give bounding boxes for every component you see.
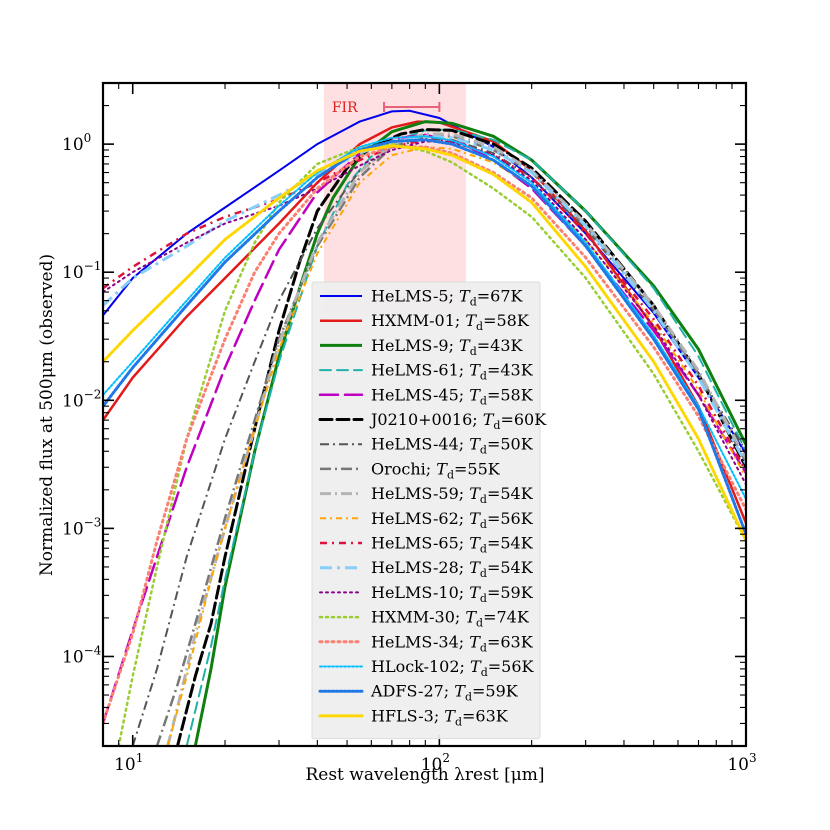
y-tick-label: 10−3 (62, 515, 101, 539)
fir-marker-layer: FIR (332, 100, 441, 116)
series-line-helms-65 (103, 138, 746, 472)
x-axis-title: Rest wavelength λrest [μm] (305, 765, 544, 785)
series-line-helms-59 (166, 132, 746, 746)
x-tick-label: 103 (727, 751, 756, 775)
legend-label: HXMM-01; Td=58K (371, 311, 530, 333)
y-tick-label: 10−4 (62, 643, 102, 667)
legend-label: HeLMS-44; Td=50K (371, 435, 534, 457)
legend-box (311, 281, 541, 740)
axes-layer: 101 102 103 100 10−1 10−2 10−3 10−4 Rest wavelen… (37, 81, 757, 785)
fir-label: FIR (332, 100, 358, 116)
series-line-adfs-27 (103, 138, 746, 536)
legend-label: HeLMS-62; Td=56K (371, 509, 534, 531)
legend-label: HeLMS-34; Td=63K (371, 632, 534, 654)
legend-label: HeLMS-65; Td=54K (371, 534, 534, 556)
legend-label: HeLMS-61; Td=43K (371, 361, 534, 383)
legend-label: Orochi; Td=55K (371, 459, 501, 481)
series-line-helms-5 (103, 109, 746, 455)
series-line-helms-34 (103, 145, 746, 725)
y-tick-label: 10−2 (62, 387, 101, 411)
legend-label: HeLMS-5; Td=67K (371, 287, 524, 309)
series-line-hlock-102 (103, 135, 746, 500)
legend-label: J0210+0016; Td=60K (369, 410, 547, 432)
series-line-helms-44 (131, 137, 746, 746)
legend-label: HeLMS-28; Td=54K (371, 558, 534, 580)
x-tick-label: 101 (114, 751, 143, 775)
legend-label: HFLS-3; Td=63K (371, 706, 509, 728)
y-tick-label: 100 (62, 131, 91, 155)
legend-label: HeLMS-59; Td=54K (371, 484, 534, 506)
legend-label: HLock-102; Td=56K (371, 657, 535, 679)
series-line-helms-28 (103, 134, 746, 465)
x-tick-label: 102 (421, 751, 450, 775)
y-axis-title: Normalized flux at 500μm (observed) (37, 254, 57, 576)
plot-frame (101, 81, 748, 748)
legend-label: HeLMS-45; Td=58K (371, 385, 534, 407)
series-line-hfls-3 (103, 144, 746, 543)
legend-label: HeLMS-10; Td=59K (371, 583, 534, 605)
series-layer (103, 109, 746, 746)
series-line-helms-10 (103, 140, 746, 486)
legend-label: ADFS-27; Td=59K (370, 682, 519, 704)
y-tick-label: 10−1 (62, 259, 101, 283)
legend-label: HeLMS-9; Td=43K (371, 336, 524, 358)
series-line-hxmm-01 (103, 120, 746, 524)
legend-label: HXMM-30; Td=74K (371, 608, 530, 630)
